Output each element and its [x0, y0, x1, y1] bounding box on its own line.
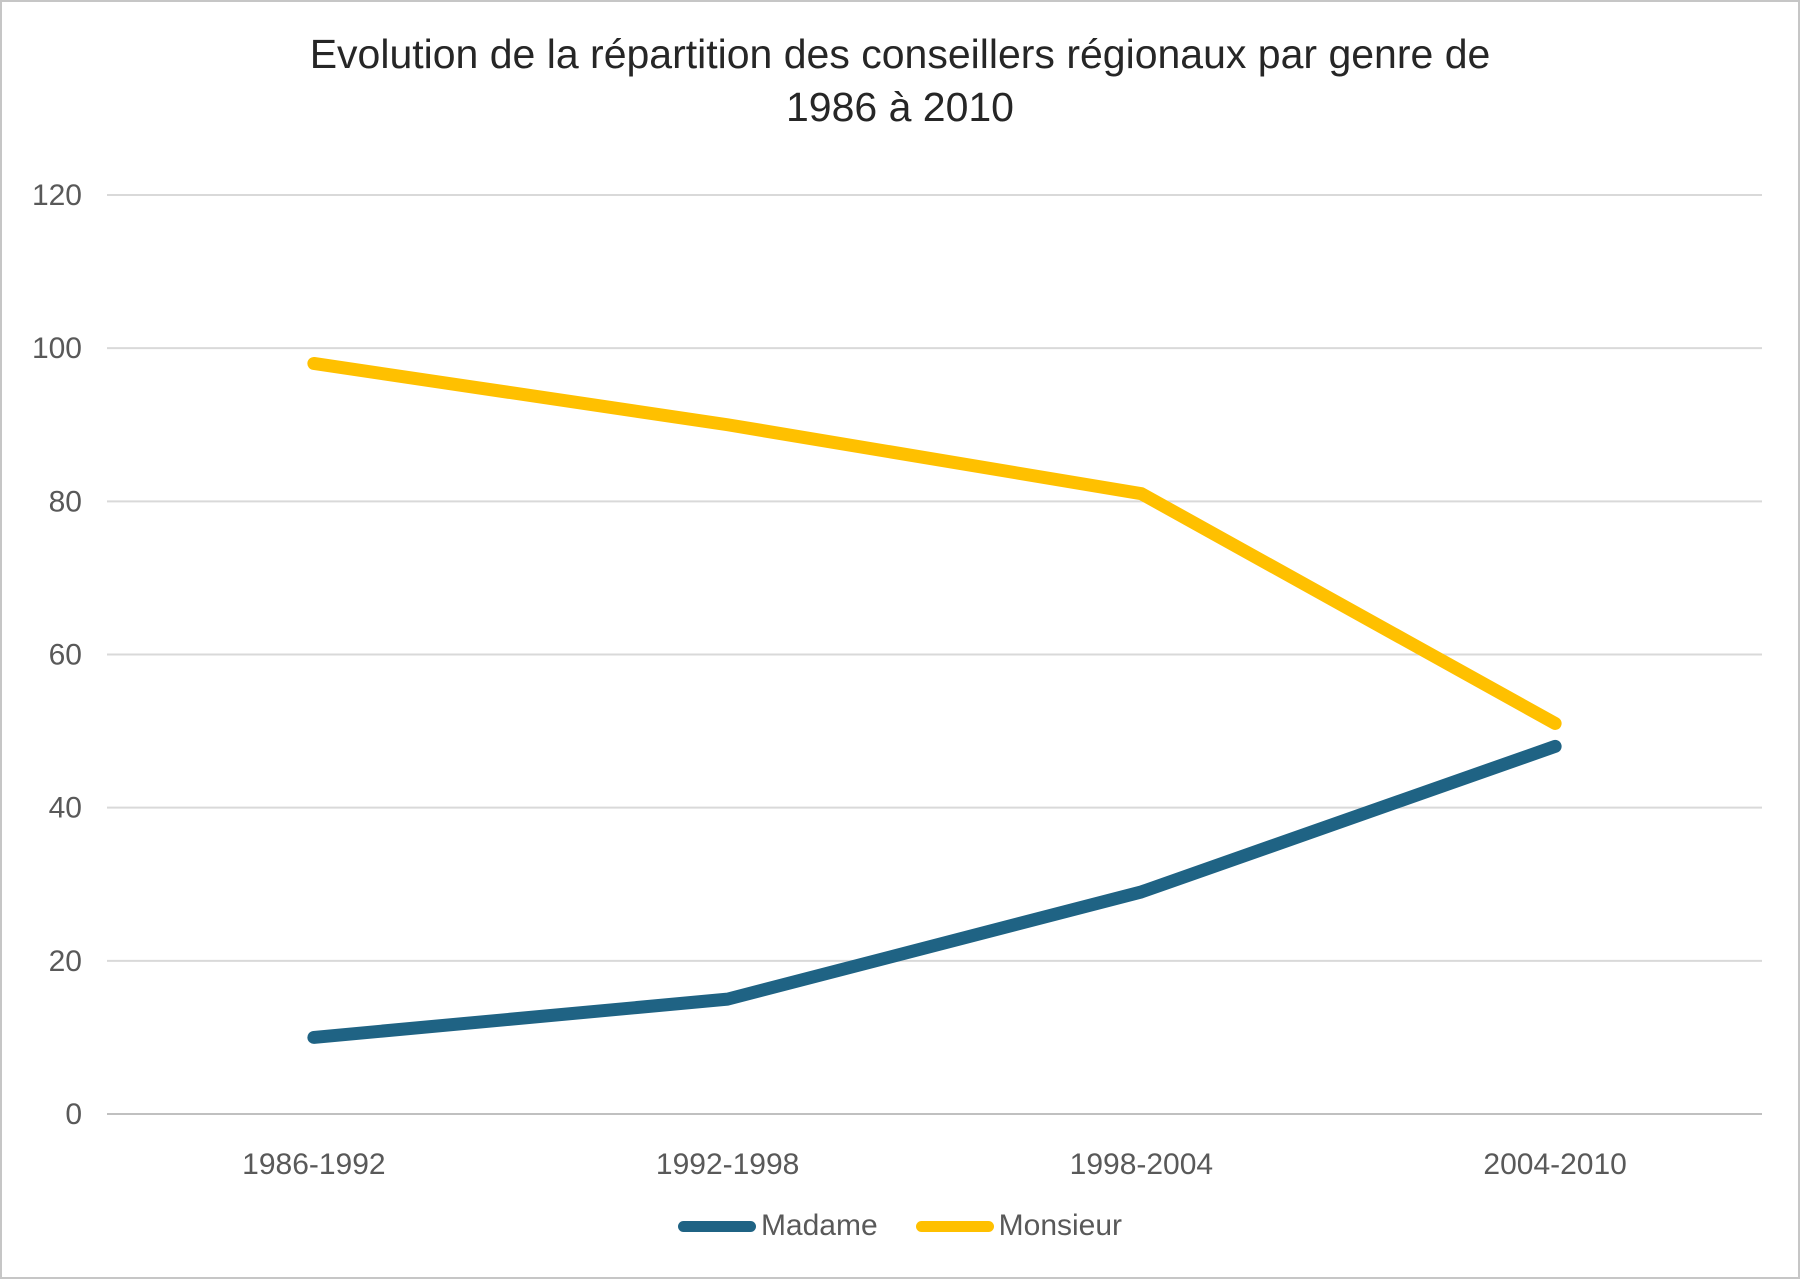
legend-item-madame: Madame: [677, 1209, 878, 1243]
chart-title-line1: Evolution de la répartition des conseill…: [309, 31, 1491, 77]
chart-title-line2: 1986 à 2010: [785, 84, 1014, 130]
y-tick-label-0: 0: [65, 1098, 82, 1131]
y-tick-label-20: 20: [49, 945, 82, 978]
legend-swatch-madame: [677, 1220, 756, 1232]
legend-item-monsieur: Monsieur: [915, 1209, 1123, 1243]
x-tick-label-2004-2010: 2004-2010: [1483, 1148, 1626, 1181]
legend-swatch-monsieur: [915, 1220, 994, 1232]
x-tick-label-1992-1998: 1992-1998: [656, 1148, 799, 1181]
series-line-monsieur: [307, 356, 1562, 730]
chart-title: Evolution de la répartition des conseill…: [2, 28, 1798, 134]
y-tick-label-40: 40: [49, 792, 82, 825]
x-tick-label-1986-1992: 1986-1992: [242, 1148, 385, 1181]
y-tick-label-80: 80: [49, 485, 82, 518]
y-tick-label-120: 120: [32, 179, 82, 212]
series-line-madame: [307, 739, 1562, 1044]
legend-label-monsieur: Monsieur: [998, 1209, 1123, 1242]
legend-label-madame: Madame: [760, 1209, 878, 1242]
y-tick-label-100: 100: [32, 332, 82, 365]
legend: Madame Monsieur: [2, 1209, 1798, 1243]
x-tick-label-1998-2004: 1998-2004: [1070, 1148, 1213, 1181]
y-tick-label-60: 60: [49, 639, 82, 672]
